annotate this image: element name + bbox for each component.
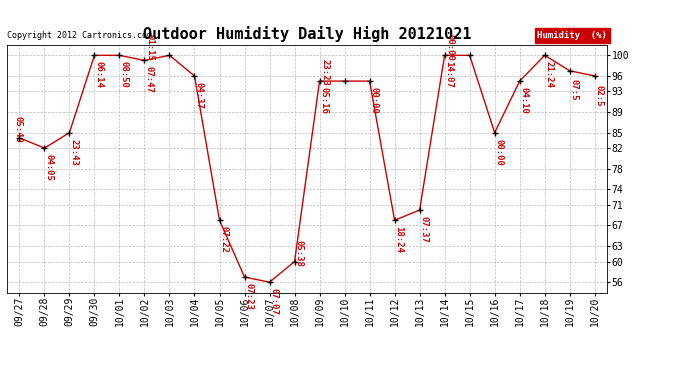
- Text: 21:24: 21:24: [544, 62, 553, 88]
- Text: 08:50: 08:50: [119, 62, 128, 88]
- Text: 05:40: 05:40: [14, 116, 23, 143]
- Text: 07:47: 07:47: [144, 66, 153, 93]
- Text: 01:15: 01:15: [146, 33, 155, 60]
- Text: 07:23: 07:23: [244, 283, 253, 310]
- Text: 18:24: 18:24: [394, 226, 403, 253]
- Text: 00:00: 00:00: [369, 87, 378, 114]
- Text: 04:10: 04:10: [520, 87, 529, 114]
- Text: 05:16: 05:16: [319, 87, 328, 114]
- Text: 14:07: 14:07: [444, 62, 453, 88]
- Text: 06:14: 06:14: [94, 62, 103, 88]
- Text: 02:5: 02:5: [594, 85, 603, 106]
- Text: 07:37: 07:37: [420, 216, 428, 243]
- Text: 05:38: 05:38: [294, 240, 303, 267]
- Text: 00:00: 00:00: [494, 139, 503, 165]
- Text: 07:22: 07:22: [219, 226, 228, 253]
- Text: Humidity  (%): Humidity (%): [538, 31, 607, 40]
- Title: Outdoor Humidity Daily High 20121021: Outdoor Humidity Daily High 20121021: [143, 27, 471, 42]
- Text: 00:00: 00:00: [446, 33, 455, 60]
- Text: Copyright 2012 Cartronics.com: Copyright 2012 Cartronics.com: [7, 31, 152, 40]
- Text: 23:23: 23:23: [321, 59, 330, 86]
- Text: 04:37: 04:37: [194, 82, 203, 109]
- Text: 07:5: 07:5: [569, 80, 578, 101]
- Text: 04:05: 04:05: [44, 154, 53, 181]
- Text: 23:43: 23:43: [69, 139, 78, 165]
- Text: 07:07: 07:07: [269, 288, 278, 315]
